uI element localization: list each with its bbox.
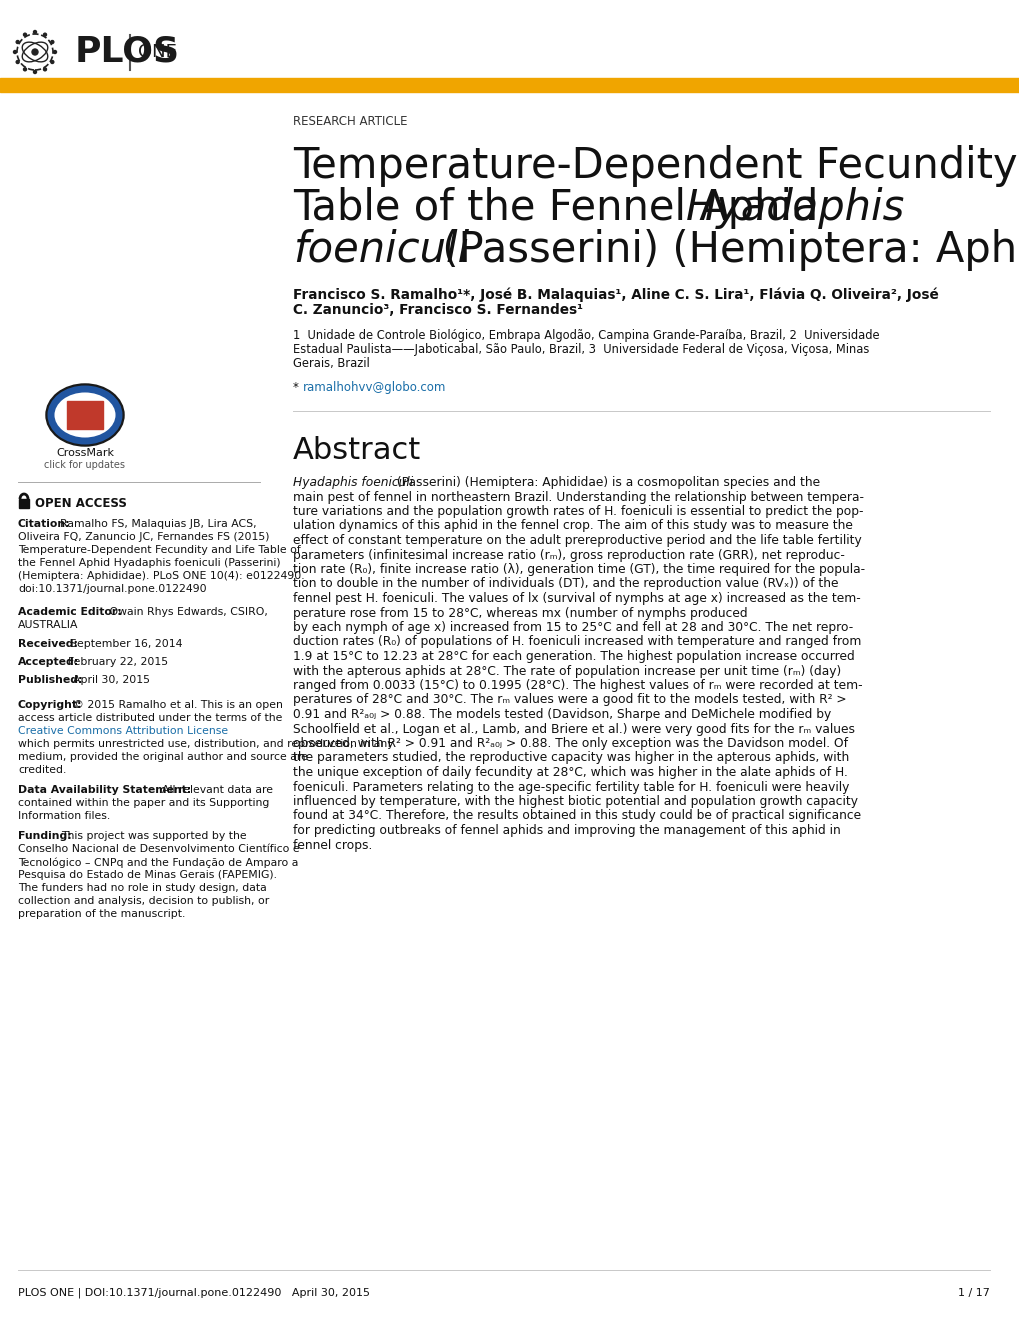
Text: medium, provided the original author and source are: medium, provided the original author and… xyxy=(18,752,308,762)
Text: AUSTRALIA: AUSTRALIA xyxy=(18,620,78,630)
Text: the parameters studied, the reproductive capacity was higher in the apterous aph: the parameters studied, the reproductive… xyxy=(292,751,849,764)
Text: (Hemiptera: Aphididae). PLoS ONE 10(4): e0122490.: (Hemiptera: Aphididae). PLoS ONE 10(4): … xyxy=(18,572,305,581)
Text: influenced by temperature, with the highest biotic potential and population grow: influenced by temperature, with the high… xyxy=(292,795,857,808)
Text: Copyright:: Copyright: xyxy=(18,700,83,710)
Text: the unique exception of daily fecundity at 28°C, which was higher in the alate a: the unique exception of daily fecundity … xyxy=(292,766,847,779)
Circle shape xyxy=(44,67,47,71)
Circle shape xyxy=(34,30,37,33)
Text: peratures of 28°C and 30°C. The rₘ values were a good fit to the models tested, : peratures of 28°C and 30°C. The rₘ value… xyxy=(292,693,846,706)
Circle shape xyxy=(44,33,47,36)
Text: Oliveira FQ, Zanuncio JC, Fernandes FS (2015): Oliveira FQ, Zanuncio JC, Fernandes FS (… xyxy=(18,532,269,543)
Text: Temperature-Dependent Fecundity and Life Table of: Temperature-Dependent Fecundity and Life… xyxy=(18,545,301,554)
Text: perature rose from 15 to 28°C, whereas mx (number of nymphs produced: perature rose from 15 to 28°C, whereas m… xyxy=(292,606,747,619)
Text: found at 34°C. Therefore, the results obtained in this study could be of practic: found at 34°C. Therefore, the results ob… xyxy=(292,809,860,822)
Text: Estadual Paulista——Jaboticabal, São Paulo, Brazil, 3  Universidade Federal de Vi: Estadual Paulista——Jaboticabal, São Paul… xyxy=(292,343,868,356)
Text: Francisco S. Ramalho¹*, José B. Malaquias¹, Aline C. S. Lira¹, Flávia Q. Oliveir: Francisco S. Ramalho¹*, José B. Malaquia… xyxy=(292,286,937,301)
Text: Tecnológico – CNPq and the Fundação de Amparo a: Tecnológico – CNPq and the Fundação de A… xyxy=(18,857,299,867)
Text: which permits unrestricted use, distribution, and reproduction in any: which permits unrestricted use, distribu… xyxy=(18,739,393,748)
Text: Pesquisa do Estado de Minas Gerais (FAPEMIG).: Pesquisa do Estado de Minas Gerais (FAPE… xyxy=(18,870,277,880)
Text: effect of constant temperature on the adult prereproductive period and the life : effect of constant temperature on the ad… xyxy=(292,535,861,546)
Text: tion rate (R₀), finite increase ratio (λ), generation time (GT), the time requir: tion rate (R₀), finite increase ratio (λ… xyxy=(292,564,864,576)
Text: credited.: credited. xyxy=(18,766,66,775)
Text: ONE: ONE xyxy=(138,44,176,61)
Circle shape xyxy=(23,33,26,36)
Circle shape xyxy=(16,61,19,63)
Text: for predicting outbreaks of fennel aphids and improving the management of this a: for predicting outbreaks of fennel aphid… xyxy=(292,824,840,837)
Text: Abstract: Abstract xyxy=(292,436,421,465)
Text: Information files.: Information files. xyxy=(18,810,110,821)
Text: Hyadaphis: Hyadaphis xyxy=(686,187,905,228)
Text: C. Zanuncio³, Francisco S. Fernandes¹: C. Zanuncio³, Francisco S. Fernandes¹ xyxy=(292,304,583,317)
Text: (Passerini) (Hemiptera: Aphididae): (Passerini) (Hemiptera: Aphididae) xyxy=(429,228,1019,271)
Text: the Fennel Aphid Hyadaphis foeniculi (Passerini): the Fennel Aphid Hyadaphis foeniculi (Pa… xyxy=(18,558,280,568)
Text: observed, with R² > 0.91 and R²ₐ₀ⱼ > 0.88. The only exception was the Davidson m: observed, with R² > 0.91 and R²ₐ₀ⱼ > 0.8… xyxy=(292,737,847,750)
Text: April 30, 2015: April 30, 2015 xyxy=(73,675,150,685)
Text: by each nymph of age x) increased from 15 to 25°C and fell at 28 and 30°C. The n: by each nymph of age x) increased from 1… xyxy=(292,620,853,634)
Text: (Passerini) (Hemiptera: Aphididae) is a cosmopolitan species and the: (Passerini) (Hemiptera: Aphididae) is a … xyxy=(392,477,819,488)
Text: Conselho Nacional de Desenvolvimento Científico e: Conselho Nacional de Desenvolvimento Cie… xyxy=(18,843,300,854)
Text: 1.9 at 15°C to 12.23 at 28°C for each generation. The highest population increas: 1.9 at 15°C to 12.23 at 28°C for each ge… xyxy=(292,649,854,663)
Text: OPEN ACCESS: OPEN ACCESS xyxy=(35,498,126,510)
Text: duction rates (R₀) of populations of H. foeniculi increased with temperature and: duction rates (R₀) of populations of H. … xyxy=(292,635,860,648)
Text: Schoolfield et al., Logan et al., Lamb, and Briere et al.) were very good fits f: Schoolfield et al., Logan et al., Lamb, … xyxy=(292,722,854,735)
Text: Received:: Received: xyxy=(18,639,77,649)
Text: Funding:: Funding: xyxy=(18,832,71,841)
Bar xyxy=(67,401,103,429)
Text: Citation:: Citation: xyxy=(18,519,70,529)
Circle shape xyxy=(32,49,38,55)
Text: collection and analysis, decision to publish, or: collection and analysis, decision to pub… xyxy=(18,896,269,906)
Text: ramalhohvv@globo.com: ramalhohvv@globo.com xyxy=(303,381,446,393)
Text: main pest of fennel in northeastern Brazil. Understanding the relationship betwe: main pest of fennel in northeastern Braz… xyxy=(292,491,863,503)
Circle shape xyxy=(13,50,16,54)
Text: *: * xyxy=(292,381,303,393)
Text: fennel crops.: fennel crops. xyxy=(292,838,372,851)
Text: with the apterous aphids at 28°C. The rate of population increase per unit time : with the apterous aphids at 28°C. The ra… xyxy=(292,664,841,677)
Text: ture variations and the population growth rates of H. foeniculi is essential to : ture variations and the population growt… xyxy=(292,506,863,517)
Text: access article distributed under the terms of the: access article distributed under the ter… xyxy=(18,713,282,723)
Text: Published:: Published: xyxy=(18,675,83,685)
Text: 1 / 17: 1 / 17 xyxy=(957,1288,989,1298)
Circle shape xyxy=(16,41,19,44)
Text: Academic Editor:: Academic Editor: xyxy=(18,607,121,616)
Text: ulation dynamics of this aphid in the fennel crop. The aim of this study was to : ulation dynamics of this aphid in the fe… xyxy=(292,520,852,532)
Text: Owain Rhys Edwards, CSIRO,: Owain Rhys Edwards, CSIRO, xyxy=(106,607,268,616)
Text: February 22, 2015: February 22, 2015 xyxy=(68,657,168,667)
Text: contained within the paper and its Supporting: contained within the paper and its Suppo… xyxy=(18,799,269,808)
Text: Table of the Fennel Aphid: Table of the Fennel Aphid xyxy=(292,187,830,228)
Text: Ramalho FS, Malaquias JB, Lira ACS,: Ramalho FS, Malaquias JB, Lira ACS, xyxy=(60,519,257,529)
Text: The funders had no role in study design, data: The funders had no role in study design,… xyxy=(18,883,267,894)
Text: foeniculi. Parameters relating to the age-specific fertility table for H. foenic: foeniculi. Parameters relating to the ag… xyxy=(292,780,849,793)
Circle shape xyxy=(23,67,26,71)
Text: fennel pest H. foeniculi. The values of lx (survival of nymphs at age x) increas: fennel pest H. foeniculi. The values of … xyxy=(292,591,860,605)
Text: September 16, 2014: September 16, 2014 xyxy=(70,639,182,649)
Text: ranged from 0.0033 (15°C) to 0.1995 (28°C). The highest values of rₘ were record: ranged from 0.0033 (15°C) to 0.1995 (28°… xyxy=(292,678,862,692)
Text: Temperature-Dependent Fecundity and Life: Temperature-Dependent Fecundity and Life xyxy=(292,145,1019,187)
Text: Accepted:: Accepted: xyxy=(18,657,79,667)
Text: PLOS ONE | DOI:10.1371/journal.pone.0122490   April 30, 2015: PLOS ONE | DOI:10.1371/journal.pone.0122… xyxy=(18,1288,370,1299)
Circle shape xyxy=(34,70,37,74)
Bar xyxy=(19,499,29,508)
Text: All relevant data are: All relevant data are xyxy=(162,785,273,795)
Text: click for updates: click for updates xyxy=(45,459,125,470)
Text: © 2015 Ramalho et al. This is an open: © 2015 Ramalho et al. This is an open xyxy=(73,700,282,710)
Text: RESEARCH ARTICLE: RESEARCH ARTICLE xyxy=(292,115,408,128)
Text: tion to double in the number of individuals (DT), and the reproduction value (RV: tion to double in the number of individu… xyxy=(292,578,838,590)
Bar xyxy=(0,78,1019,92)
Text: 0.91 and R²ₐ₀ⱼ > 0.88. The models tested (Davidson, Sharpe and DeMichele modifie: 0.91 and R²ₐ₀ⱼ > 0.88. The models tested… xyxy=(292,708,830,721)
Text: doi:10.1371/journal.pone.0122490: doi:10.1371/journal.pone.0122490 xyxy=(18,583,207,594)
Text: 1  Unidade de Controle Biológico, Embrapa Algodão, Campina Grande-Paraíba, Brazi: 1 Unidade de Controle Biológico, Embrapa… xyxy=(292,329,878,342)
Circle shape xyxy=(53,50,56,54)
Text: CrossMark: CrossMark xyxy=(56,447,114,458)
Circle shape xyxy=(51,41,54,44)
Text: PLOS: PLOS xyxy=(75,36,180,69)
Text: parameters (infinitesimal increase ratio (rₘ), gross reproduction rate (GRR), ne: parameters (infinitesimal increase ratio… xyxy=(292,549,844,561)
Text: preparation of the manuscript.: preparation of the manuscript. xyxy=(18,909,185,919)
Text: Gerais, Brazil: Gerais, Brazil xyxy=(292,356,370,370)
Text: This project was supported by the: This project was supported by the xyxy=(61,832,247,841)
Circle shape xyxy=(51,61,54,63)
Text: Creative Commons Attribution License: Creative Commons Attribution License xyxy=(18,726,228,737)
Text: foeniculi: foeniculi xyxy=(292,228,469,271)
Text: Hyadaphis foeniculi: Hyadaphis foeniculi xyxy=(292,477,413,488)
Text: Data Availability Statement:: Data Availability Statement: xyxy=(18,785,192,795)
